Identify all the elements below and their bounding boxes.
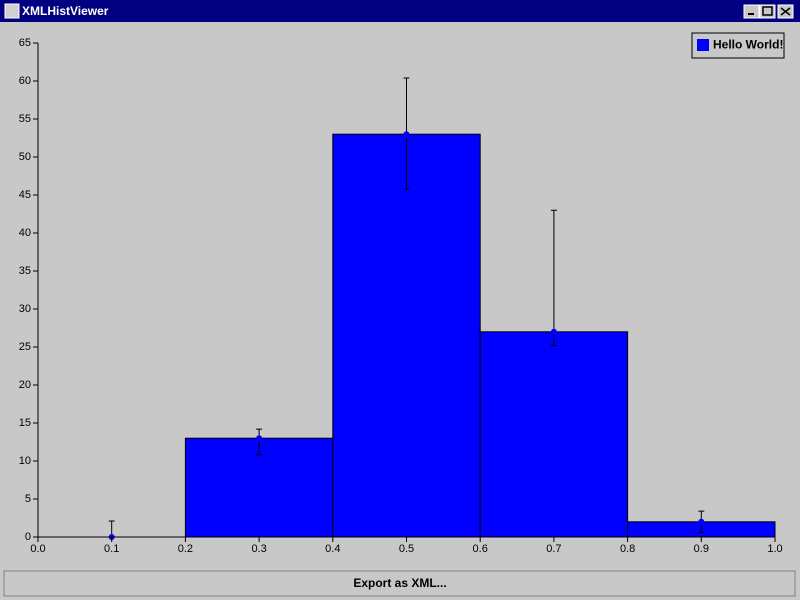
y-tick-label: 0 [25,531,31,543]
point-marker [256,435,263,442]
y-tick-label: 30 [19,303,31,315]
y-tick-label: 45 [19,189,31,201]
y-tick-label: 10 [19,455,31,467]
title-bar [0,0,800,22]
legend-label: Hello World! [713,38,783,52]
y-tick-label: 20 [19,379,31,391]
y-tick-label: 25 [19,341,31,353]
button-frame[interactable] [3,570,796,597]
window-controls[interactable] [743,4,794,19]
histogram-plot: 0 5 10 15 20 25 30 35 40 45 50 55 60 65 0.0 0.1 0.2 0.3 0.… [19,32,785,555]
minimize-icon [748,13,754,15]
x-tick-label: 0.2 [178,543,193,555]
button-label[interactable]: Export as XML... [353,576,446,590]
bar [479,331,629,538]
x-tick-label: 0.8 [620,543,635,555]
y-tick-label: 60 [19,75,31,87]
export-button[interactable]: Export as XML... [3,570,796,597]
x-tick-label: 0.6 [473,543,488,555]
close-icon [780,7,791,16]
x-tick-label: 0.3 [251,543,266,555]
x-tick-label: 1.0 [767,543,782,555]
x-tick-label: 0.1 [104,543,119,555]
y-tick-label: 55 [19,113,31,125]
minimize-button[interactable] [743,4,760,19]
app-icon [4,3,20,19]
error-bar [550,209,557,346]
y-tick-label: 65 [19,37,31,49]
y-tick-label: 35 [19,265,31,277]
x-tick-label: 0.9 [694,543,709,555]
point-marker [403,131,410,138]
point-marker [550,328,557,335]
point-marker [698,518,705,525]
x-tick-label: 0.0 [30,543,45,555]
x-tick-label: 0.4 [325,543,340,555]
x-tick-label: 0.7 [546,543,561,555]
y-tick-label: 50 [19,151,31,163]
window-title: XMLHistViewer [22,4,109,18]
y-tick-label: 5 [25,493,31,505]
bar [332,133,481,538]
x-tick-label: 0.5 [399,543,414,555]
error-bar [256,428,263,456]
legend-swatch [697,39,709,51]
y-tick-label: 15 [19,417,31,429]
maximize-icon [762,6,773,16]
y-tick-label: 40 [19,227,31,239]
